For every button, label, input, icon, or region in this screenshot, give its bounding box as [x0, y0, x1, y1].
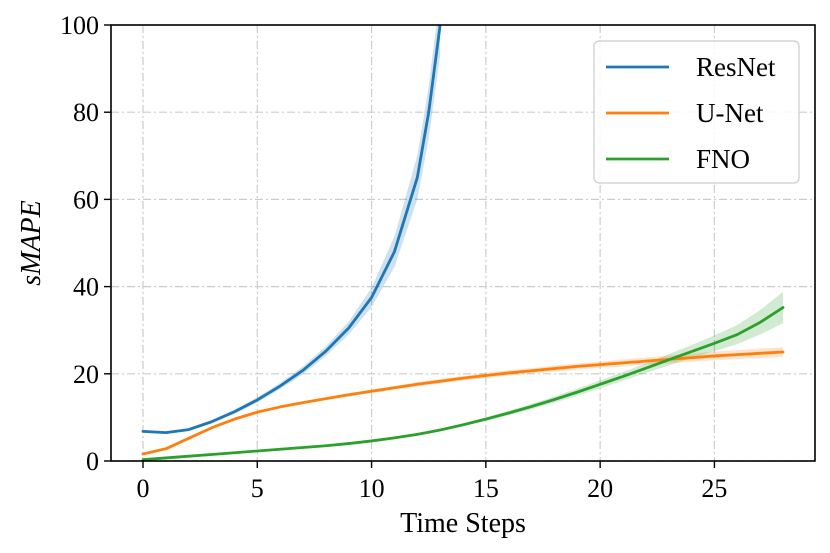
x-axis-label: Time Steps	[400, 508, 526, 539]
axis-ticks: 0 5 10 15 20 25 0 20 40 60 80 100	[60, 11, 727, 503]
y-tick-label: 40	[73, 273, 99, 302]
x-tick-label: 0	[137, 474, 150, 503]
legend-label-resnet: ResNet	[696, 52, 776, 82]
confidence-bands	[143, 25, 783, 461]
fno-band	[143, 291, 783, 461]
u-net-line	[141, 350, 785, 456]
y-tick-label: 60	[73, 185, 99, 214]
y-axis-label: sMAPE	[16, 200, 47, 286]
series-lines	[141, 25, 785, 461]
resnet-band	[143, 25, 441, 434]
u-net-band	[143, 347, 783, 455]
plot-frame	[110, 24, 816, 462]
legend: ResNet U-Net FNO	[593, 40, 800, 184]
resnet-line	[141, 25, 442, 435]
legend-label-u-net: U-Net	[696, 98, 764, 128]
x-tick-label: 5	[251, 474, 264, 503]
y-tick-label: 20	[73, 360, 99, 389]
legend-label-fno: FNO	[696, 144, 750, 174]
y-tick-label: 100	[60, 11, 99, 40]
x-tick-label: 20	[587, 474, 613, 503]
legend-box	[593, 40, 800, 184]
x-tick-label: 25	[701, 474, 727, 503]
y-tick-label: 0	[86, 447, 99, 476]
x-tick-label: 15	[473, 474, 499, 503]
y-tick-label: 80	[73, 98, 99, 127]
x-tick-label: 10	[359, 474, 385, 503]
fno-line	[141, 306, 785, 461]
